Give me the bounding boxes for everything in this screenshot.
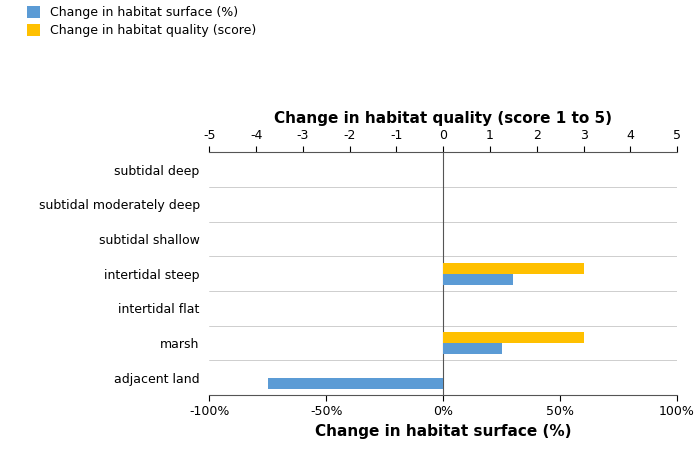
Bar: [443, 343, 502, 354]
Bar: [443, 263, 584, 274]
Legend: Change in habitat surface (%), Change in habitat quality (score): Change in habitat surface (%), Change in…: [27, 6, 256, 37]
X-axis label: Change in habitat quality (score 1 to 5): Change in habitat quality (score 1 to 5): [274, 111, 612, 126]
Bar: [268, 378, 443, 389]
Bar: [443, 332, 584, 343]
Bar: [443, 274, 514, 285]
X-axis label: Change in habitat surface (%): Change in habitat surface (%): [315, 424, 572, 439]
